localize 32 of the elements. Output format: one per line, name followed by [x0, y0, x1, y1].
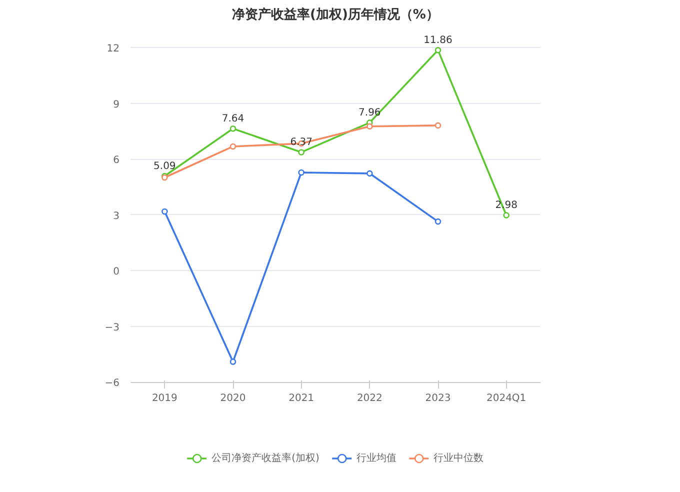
y-tick-label: −6: [104, 378, 120, 390]
x-tick-label: 2022: [356, 393, 382, 404]
y-tick-label: 9: [113, 99, 120, 110]
y-tick-label: 3: [113, 210, 120, 222]
data-label: 7.64: [222, 114, 244, 125]
y-tick-label: 12: [106, 44, 120, 55]
x-tick-label: 2024Q1: [486, 393, 526, 404]
point: [298, 149, 304, 156]
chart-title: 净资产收益率(加权)历年情况（%）: [232, 6, 439, 22]
point: [434, 218, 442, 225]
x-tick-label: 2020: [220, 393, 246, 404]
legend-label: 公司净资产收益率(加权): [212, 452, 320, 465]
point: [434, 47, 442, 54]
point: [366, 170, 373, 177]
y-tick-label: 0: [113, 266, 120, 278]
point: [503, 212, 510, 218]
data-label: 11.86: [424, 35, 452, 46]
x-tick-label: 2019: [152, 393, 178, 404]
point: [230, 143, 236, 150]
x-tick-label: 2021: [288, 393, 314, 404]
point: [230, 358, 236, 365]
point: [298, 169, 304, 176]
point: [162, 208, 168, 215]
point: [434, 122, 442, 129]
point: [366, 123, 373, 130]
legend-label: 行业均值: [356, 452, 396, 465]
y-tick-label: 6: [113, 155, 120, 166]
point: [230, 125, 236, 132]
y-tick-label: −3: [104, 322, 120, 334]
legend-label: 行业中位数: [433, 452, 484, 465]
data-label: 5.09: [154, 161, 176, 172]
x-tick-label: 2023: [425, 393, 451, 404]
